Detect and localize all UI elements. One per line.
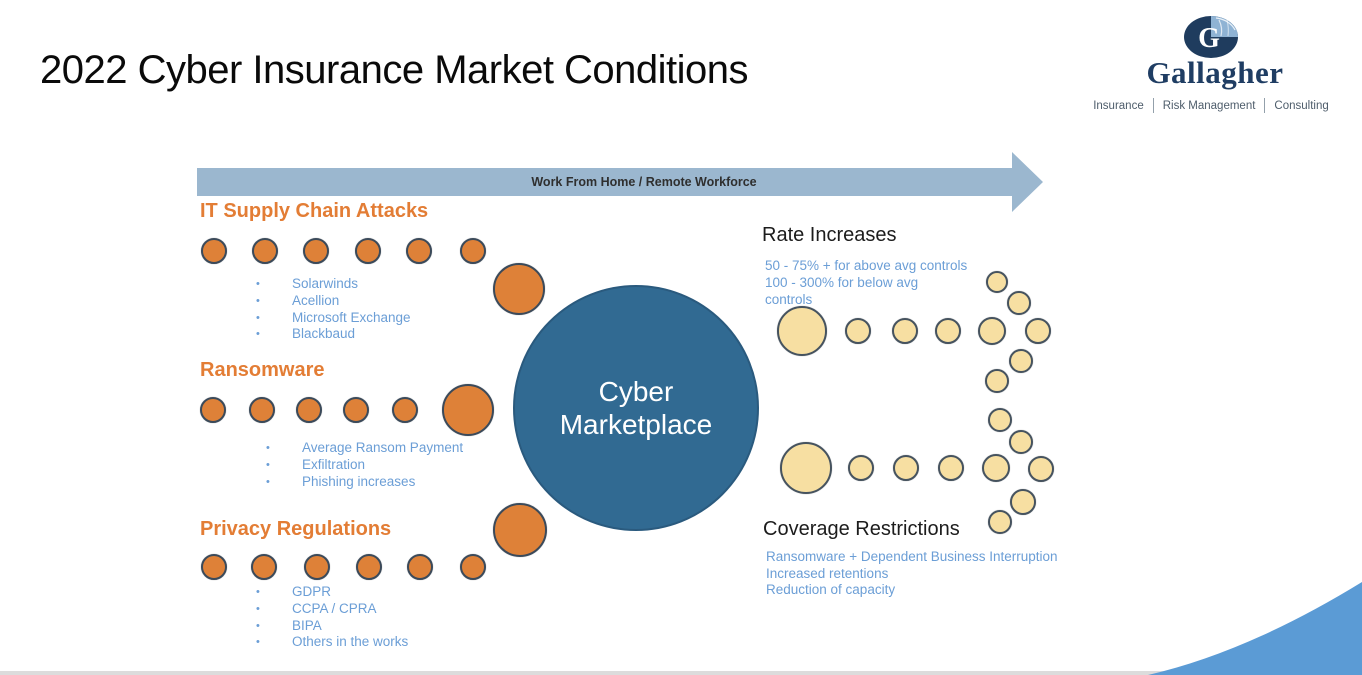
orange-circle	[201, 554, 227, 580]
coverage-restrictions-text: Ransomware + Dependent Business Interrup…	[766, 549, 1058, 599]
yellow-circle	[1009, 349, 1033, 373]
list-item: Blackbaud	[252, 326, 411, 343]
yellow-circle	[893, 455, 919, 481]
list-privacy-regulations: GDPR CCPA / CPRA BIPA Others in the work…	[252, 584, 408, 651]
wfh-arrow-shape	[197, 152, 1043, 212]
yellow-circle	[988, 408, 1012, 432]
text-line: 100 - 300% for below avg	[765, 275, 919, 290]
gallagher-monogram: G	[1198, 23, 1220, 54]
gallagher-globe-icon: G	[1184, 16, 1238, 58]
yellow-circle	[1007, 291, 1031, 315]
orange-circle	[460, 554, 486, 580]
orange-circle	[251, 554, 277, 580]
orange-circle	[442, 384, 494, 436]
list-item: Others in the works	[252, 634, 408, 651]
list-item: Average Ransom Payment	[262, 440, 463, 457]
list-item: GDPR	[252, 584, 408, 601]
yellow-circle	[777, 306, 827, 356]
list-it-supply-chain: Solarwinds Acellion Microsoft Exchange B…	[252, 276, 411, 343]
list-item: Microsoft Exchange	[252, 310, 411, 327]
text-line: Ransomware + Dependent Business Interrup…	[766, 549, 1058, 564]
yellow-circle	[982, 454, 1010, 482]
orange-circle	[493, 263, 545, 315]
text-line: 50 - 75% + for above avg controls	[765, 258, 968, 273]
orange-circle	[304, 554, 330, 580]
wfh-arrow-label: Work From Home / Remote Workforce	[531, 175, 757, 189]
tagline-divider	[1264, 98, 1266, 113]
yellow-circle	[845, 318, 871, 344]
yellow-circle	[938, 455, 964, 481]
center-circle-line2: Marketplace	[559, 409, 713, 440]
yellow-circle	[780, 442, 832, 494]
rate-increases-text: 50 - 75% + for above avg controls 100 - …	[765, 257, 967, 308]
orange-circle	[356, 554, 382, 580]
gallagher-tagline: Insurance Risk Management Consulting	[1060, 98, 1362, 113]
orange-circle	[303, 238, 329, 264]
tagline-risk-management: Risk Management	[1162, 99, 1256, 112]
list-item: Acellion	[252, 293, 411, 310]
orange-circle	[493, 503, 547, 557]
heading-ransomware: Ransomware	[200, 359, 325, 381]
center-circle-line1: Cyber	[598, 376, 674, 407]
list-item: Solarwinds	[252, 276, 411, 293]
yellow-circle	[1009, 430, 1033, 454]
heading-it-supply-chain: IT Supply Chain Attacks	[200, 200, 429, 222]
slide-title: 2022 Cyber Insurance Market Conditions	[40, 48, 749, 92]
text-line: Reduction of capacity	[766, 582, 896, 597]
yellow-circle	[892, 318, 918, 344]
heading-privacy-regulations: Privacy Regulations	[200, 518, 392, 540]
yellow-circle	[1028, 456, 1054, 482]
text-line: Increased retentions	[766, 565, 889, 581]
yellow-circle	[1010, 489, 1036, 515]
orange-circle	[252, 238, 278, 264]
orange-circle	[392, 397, 418, 423]
orange-circle	[296, 397, 322, 423]
list-item: BIPA	[252, 618, 408, 635]
heading-rate-increases: Rate Increases	[762, 224, 897, 246]
orange-circle	[201, 238, 227, 264]
yellow-circle	[986, 271, 1008, 293]
list-item: Exfiltration	[262, 457, 463, 474]
yellow-circle	[985, 369, 1009, 393]
tagline-insurance: Insurance	[1093, 99, 1144, 112]
list-ransomware: Average Ransom Payment Exfiltration Phis…	[262, 440, 463, 490]
tagline-consulting: Consulting	[1274, 99, 1329, 112]
yellow-circle	[935, 318, 961, 344]
tagline-divider	[1152, 98, 1154, 113]
orange-circle	[407, 554, 433, 580]
slide-bottom-edge	[0, 671, 1362, 675]
corner-swoosh-shape	[1148, 582, 1362, 675]
yellow-circle	[978, 317, 1006, 345]
orange-circle	[200, 397, 226, 423]
list-item: CCPA / CPRA	[252, 601, 408, 618]
text-line: controls	[765, 292, 813, 307]
yellow-circle	[1025, 318, 1051, 344]
orange-circle	[406, 238, 432, 264]
orange-circle	[249, 397, 275, 423]
yellow-circle	[988, 510, 1012, 534]
heading-coverage-restrictions: Coverage Restrictions	[763, 518, 960, 540]
list-item: Phishing increases	[262, 474, 463, 491]
orange-circle	[355, 238, 381, 264]
orange-circle	[343, 397, 369, 423]
cyber-marketplace-circle: Cyber Marketplace	[513, 285, 759, 531]
orange-circle	[460, 238, 486, 264]
gallagher-wordmark: Gallagher	[1146, 55, 1284, 90]
yellow-circle	[848, 455, 874, 481]
